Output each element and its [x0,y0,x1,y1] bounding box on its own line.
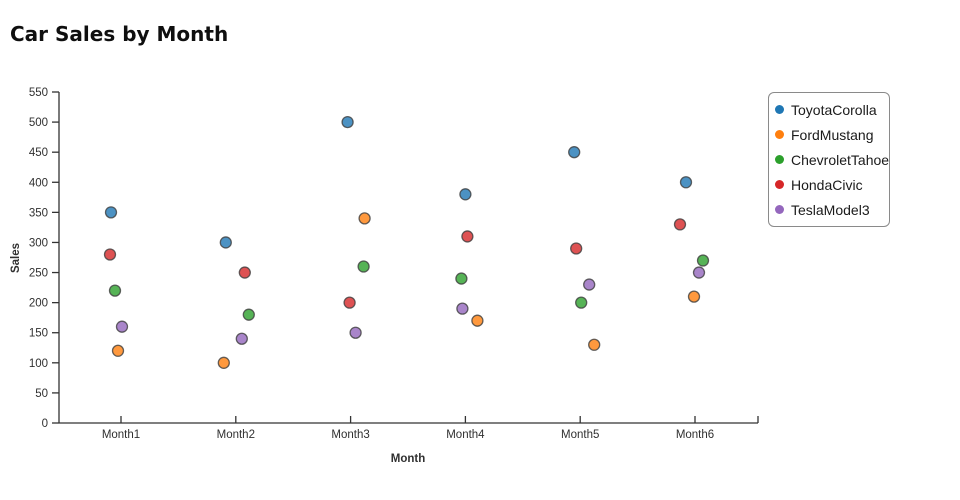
scatter-point-toyotacorolla [459,188,472,201]
scatter-point-hondacivic [673,218,687,231]
scatter-point-fordmustang [111,344,125,357]
legend-item-fordmustang[interactable]: FordMustang [775,122,889,147]
legend-dot-icon [775,155,784,164]
scatter-point-teslamodel3 [349,326,362,339]
scatter-point-teslamodel3 [583,278,596,291]
x-tick-label: Month4 [446,429,485,441]
scatter-point-hondacivic [103,248,117,261]
legend-item-teslamodel3[interactable]: TeslaModel3 [775,197,889,222]
scatter-point-chevrolettahoe [108,284,122,297]
y-tick-label: 250 [29,268,48,280]
legend: ToyotaCorolla FordMustang ChevroletTahoe Ho… [768,92,890,227]
scatter-point-hondacivic [238,266,251,279]
legend-item-chevrolettahoe[interactable]: ChevroletTahoe [775,147,889,172]
legend-label: TeslaModel3 [791,201,870,218]
legend-dot-icon [775,180,784,189]
scatter-point-fordmustang [358,212,371,225]
y-tick-label: 300 [29,237,48,249]
y-tick-label: 350 [29,207,48,219]
y-tick-label: 200 [29,298,48,310]
y-tick-label: 50 [35,388,48,400]
y-tick-label: 150 [29,328,48,340]
scatter-point-hondacivic [461,230,474,243]
scatter-point-chevrolettahoe [696,254,710,267]
scatter-point-teslamodel3 [115,320,129,333]
scatter-point-fordmustang [471,314,484,327]
legend-dot-icon [775,130,784,139]
x-tick-label: Month2 [217,429,255,441]
y-tick-label: 0 [42,418,48,430]
scatter-point-chevrolettahoe [575,296,588,309]
legend-label: HondaCivic [791,176,863,193]
legend-dot-icon [775,105,784,114]
scatter-point-toyotacorolla [104,206,118,219]
scatter-point-chevrolettahoe [455,272,468,285]
y-tick-label: 550 [29,87,48,99]
scatter-point-fordmustang [588,338,601,351]
x-tick-label: Month3 [331,429,369,441]
y-tick-label: 100 [29,358,48,370]
chart-title: Car Sales by Month [10,22,229,46]
y-tick-label: 450 [29,147,48,159]
legend-dot-icon [775,205,784,214]
scatter-point-hondacivic [343,296,356,309]
x-axis-title: Month [390,453,426,465]
scatter-point-teslamodel3 [692,266,706,279]
scatter-point-toyotacorolla [219,236,232,249]
scatter-point-fordmustang [217,356,230,369]
scatter-point-fordmustang [687,290,701,303]
scatter-point-toyotacorolla [568,146,581,159]
y-tick-label: 400 [29,177,48,189]
legend-item-hondacivic[interactable]: HondaCivic [775,172,889,197]
x-tick-label: Month5 [561,429,599,441]
scatter-point-toyotacorolla [679,176,693,189]
legend-label: ChevroletTahoe [791,151,890,168]
scatter-point-toyotacorolla [341,115,354,129]
scatter-point-teslamodel3 [456,302,469,315]
y-tick-label: 500 [29,117,48,129]
legend-label: FordMustang [791,126,874,143]
scatter-point-chevrolettahoe [357,260,370,273]
x-tick-label: Month1 [102,429,140,441]
scatter-point-chevrolettahoe [242,308,255,321]
scatter-point-teslamodel3 [235,332,248,345]
y-axis-title: Sales [10,242,22,274]
legend-label: ToyotaCorolla [791,101,877,118]
scatter-point-hondacivic [570,242,583,255]
legend-item-toyotacorolla[interactable]: ToyotaCorolla [775,97,889,122]
x-tick-label: Month6 [676,429,714,441]
